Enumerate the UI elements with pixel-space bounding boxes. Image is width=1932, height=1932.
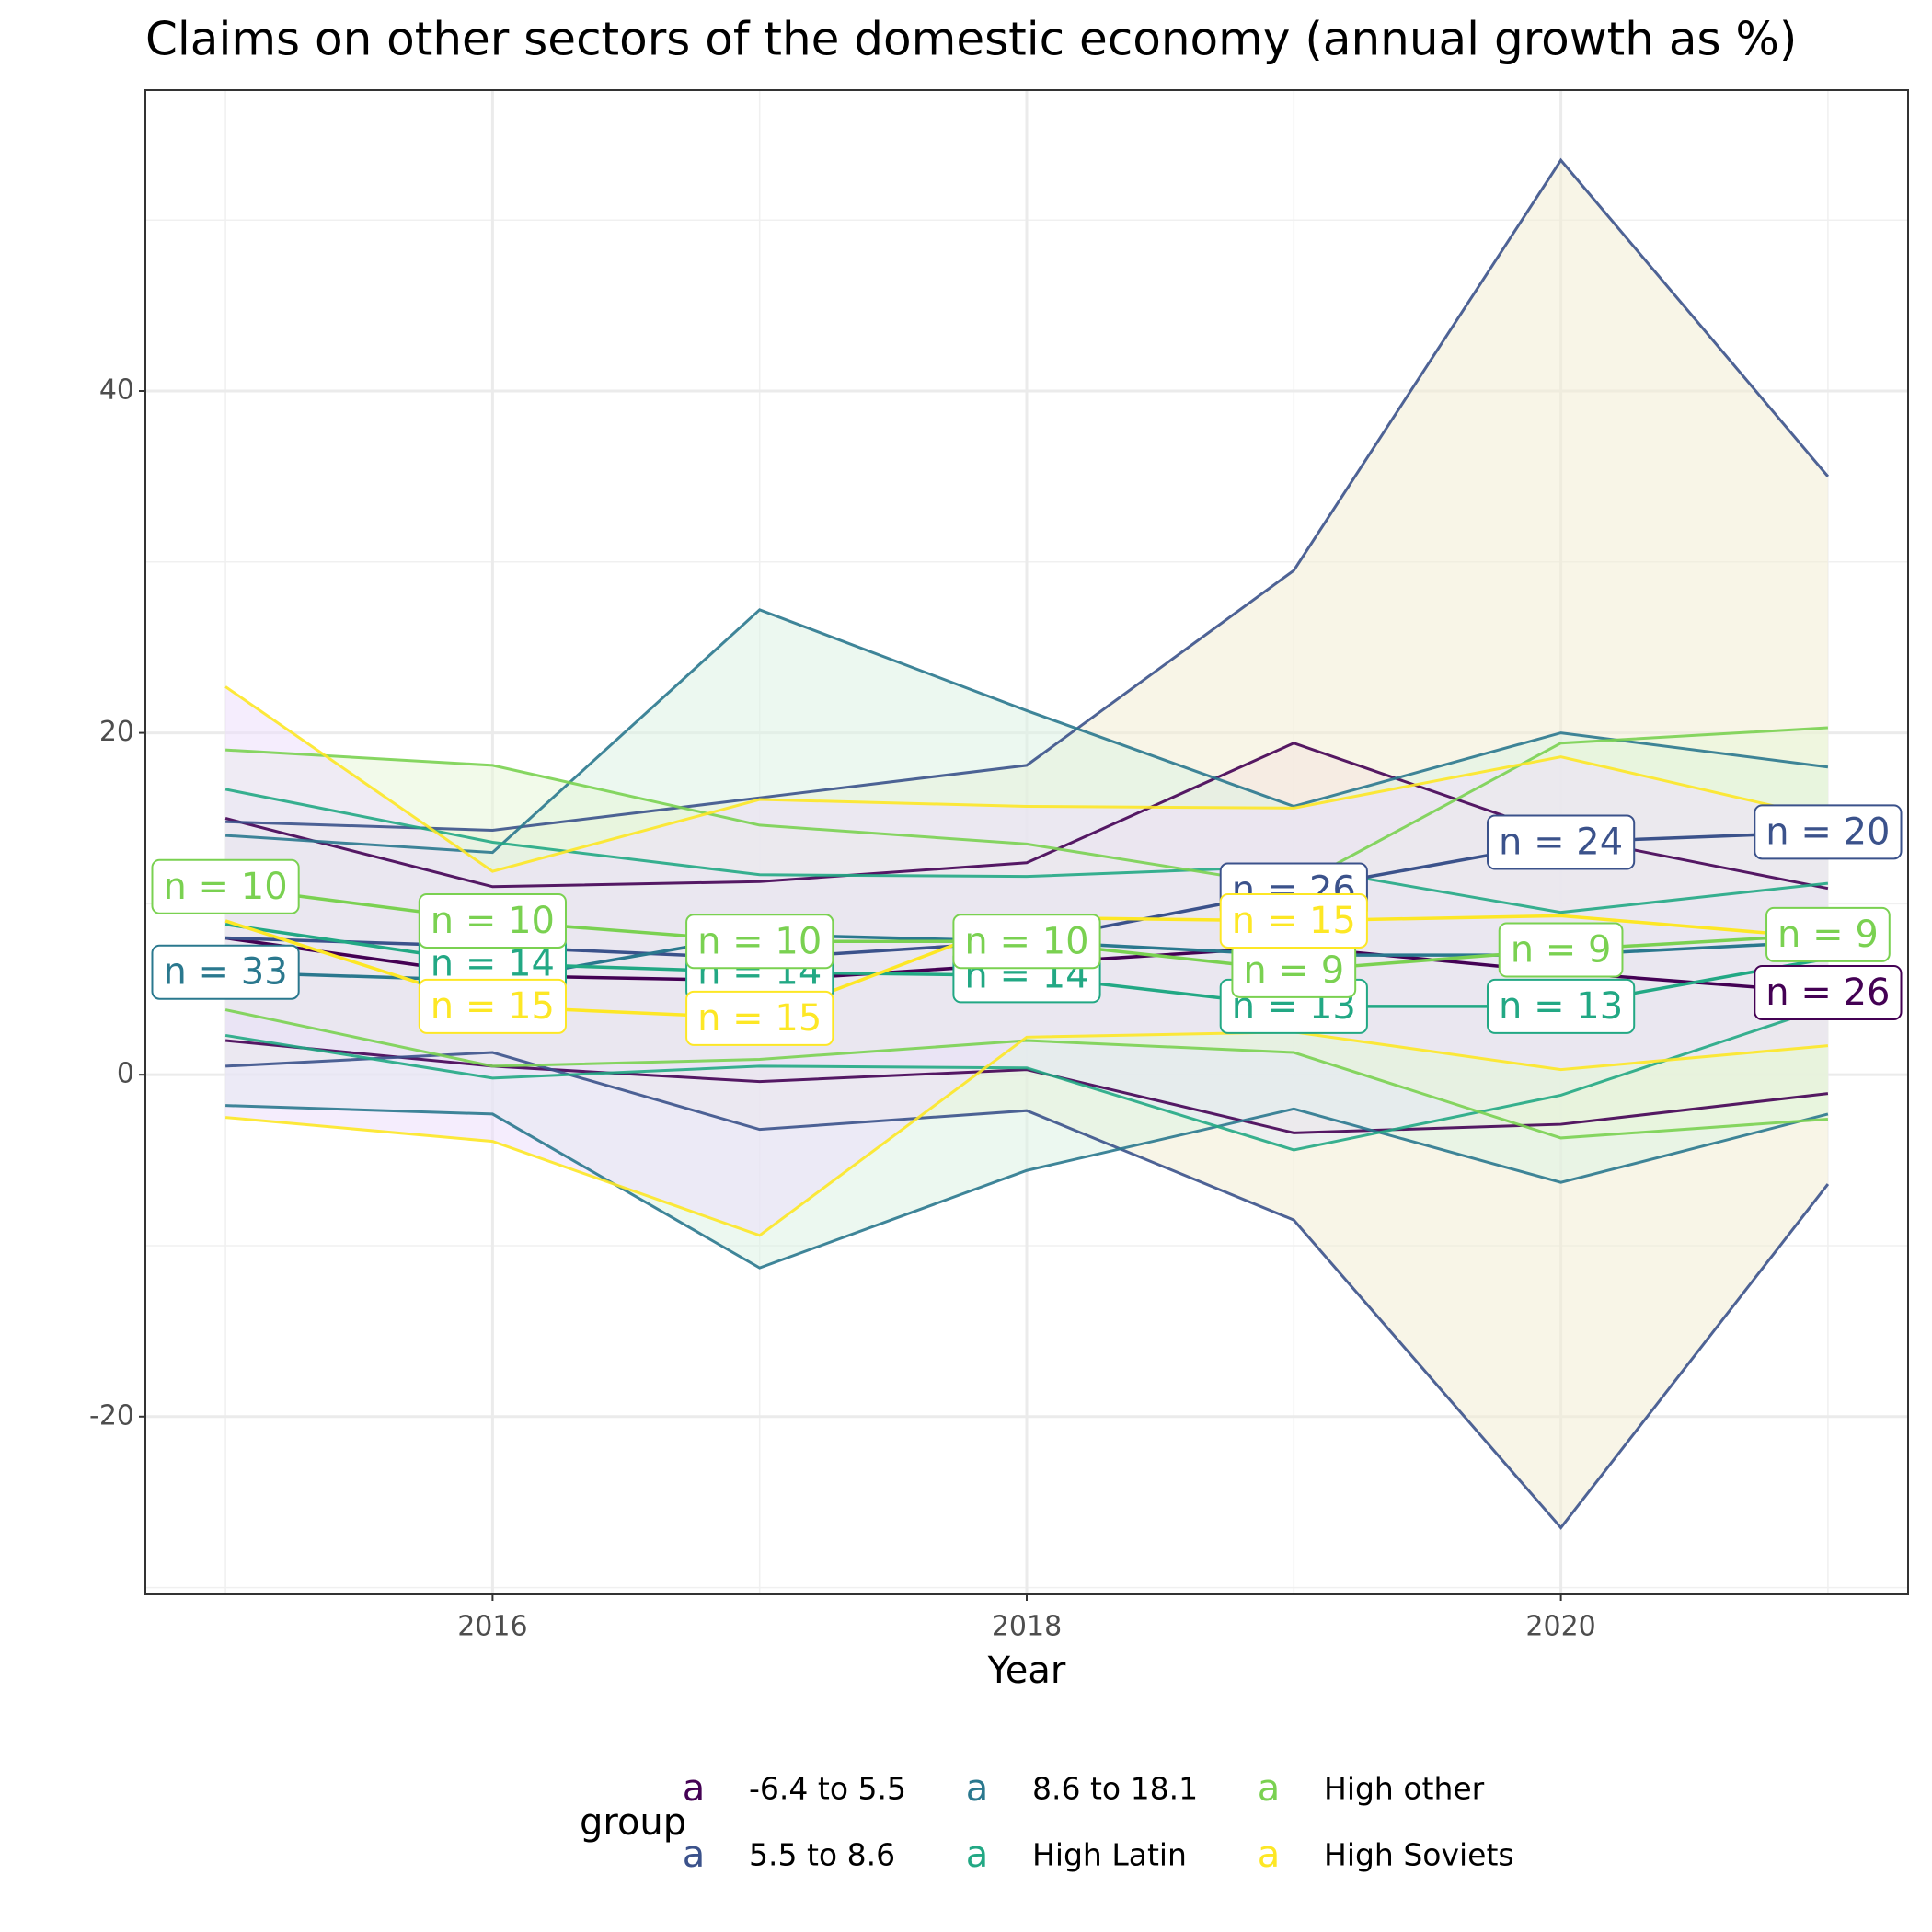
n-label: n = 24 [1487,814,1636,870]
legend-key: a [1258,1834,1281,1876]
lower-line [224,1030,1829,1237]
lower-line [225,1104,1829,1270]
y-tick-label: 40 [99,374,134,407]
n-label: n = 10 [151,858,300,914]
lower-line [224,1005,1829,1152]
label-box [952,914,1101,970]
n-label: n = 9 [1765,906,1891,962]
label-text: n = 15 [431,985,555,1028]
lower-line [224,1008,1829,1140]
label-text: n = 9 [1777,914,1879,956]
legend-label: High other [1324,1771,1485,1807]
chart-title: Claims on other sectors of the domestic … [145,13,1797,66]
n-label: n = 9 [1498,922,1624,978]
n-label: n = 15 [418,978,567,1034]
x-tick-label: 2018 [992,1611,1062,1643]
y-tick-label: -20 [89,1399,134,1432]
n-label: n = 14 [418,936,567,992]
legend: a -6.4 to 5.5 a 5.5 to 8.6 a 8.6 to 18.1 a High… [683,1767,1514,1876]
plot-area: n = 26n = 26n = 24 n = 20n = 33 n = 14 n = … [151,157,1903,1530]
legend-key: a [966,1767,989,1810]
upper-line [225,726,1828,889]
upper-line [224,788,1829,914]
label-text: n = 14 [431,942,555,984]
legend-title: group [580,1801,686,1844]
label-text: n = 15 [1232,900,1356,942]
legend-label: High Latin [1032,1837,1187,1873]
y-tick-label: 0 [117,1058,134,1090]
label-text: n = 9 [1243,949,1344,992]
legend-key: a [1258,1767,1281,1810]
label-box [1765,906,1891,962]
label-box [1498,922,1624,978]
legend-key: a [966,1834,989,1876]
label-box [418,978,567,1034]
label-box [1219,892,1368,949]
n-label: n = 15 [1219,892,1368,949]
y-tick-label: 20 [99,716,134,748]
n-label: n = 9 [1231,942,1357,998]
label-box [151,858,300,914]
label-box [685,990,834,1046]
label-text: n = 10 [163,866,287,908]
legend-key: a [683,1834,706,1876]
label-text: n = 13 [1499,985,1623,1028]
n-label: n = 10 [418,892,567,949]
legend-label: 5.5 to 8.6 [749,1837,895,1873]
label-text: n = 33 [163,951,287,994]
label-text: n = 10 [964,920,1088,962]
label-text: n = 20 [1765,811,1890,853]
n-label: n = 20 [1754,804,1903,860]
label-box [151,944,300,1000]
label-box [1754,804,1903,860]
label-text: n = 9 [1511,929,1612,972]
legend-key: a [683,1767,706,1810]
axes: -20 0 20 40 2016 2018 2020 [89,374,1596,1643]
n-label: n = 15 [685,990,834,1046]
upper-line [225,157,1830,832]
x-axis-title: Year [987,1650,1066,1692]
n-label: n = 10 [685,914,834,970]
label-text: n = 24 [1499,822,1623,864]
n-label: n = 26 [1754,965,1903,1020]
lower-line [225,1051,1830,1530]
label-text: n = 26 [1765,972,1890,1014]
n-label: n = 33 [151,944,300,1000]
label-text: n = 15 [697,997,822,1040]
x-tick-label: 2016 [457,1611,527,1643]
n-label: n = 10 [952,914,1101,970]
n-label: n = 13 [1487,978,1636,1034]
x-tick-label: 2020 [1525,1611,1595,1643]
label-text: n = 10 [431,900,555,942]
label-box [1487,814,1636,870]
legend-label: High Soviets [1324,1837,1514,1873]
label-box [418,892,567,949]
upper-line [224,608,1829,855]
upper-line [224,685,1829,873]
label-box [1754,965,1903,1020]
legend-label: 8.6 to 18.1 [1032,1771,1198,1807]
legend-label: -6.4 to 5.5 [749,1771,906,1807]
label-text: n = 10 [697,920,822,962]
label-box [1487,978,1636,1034]
label-box [685,914,834,970]
